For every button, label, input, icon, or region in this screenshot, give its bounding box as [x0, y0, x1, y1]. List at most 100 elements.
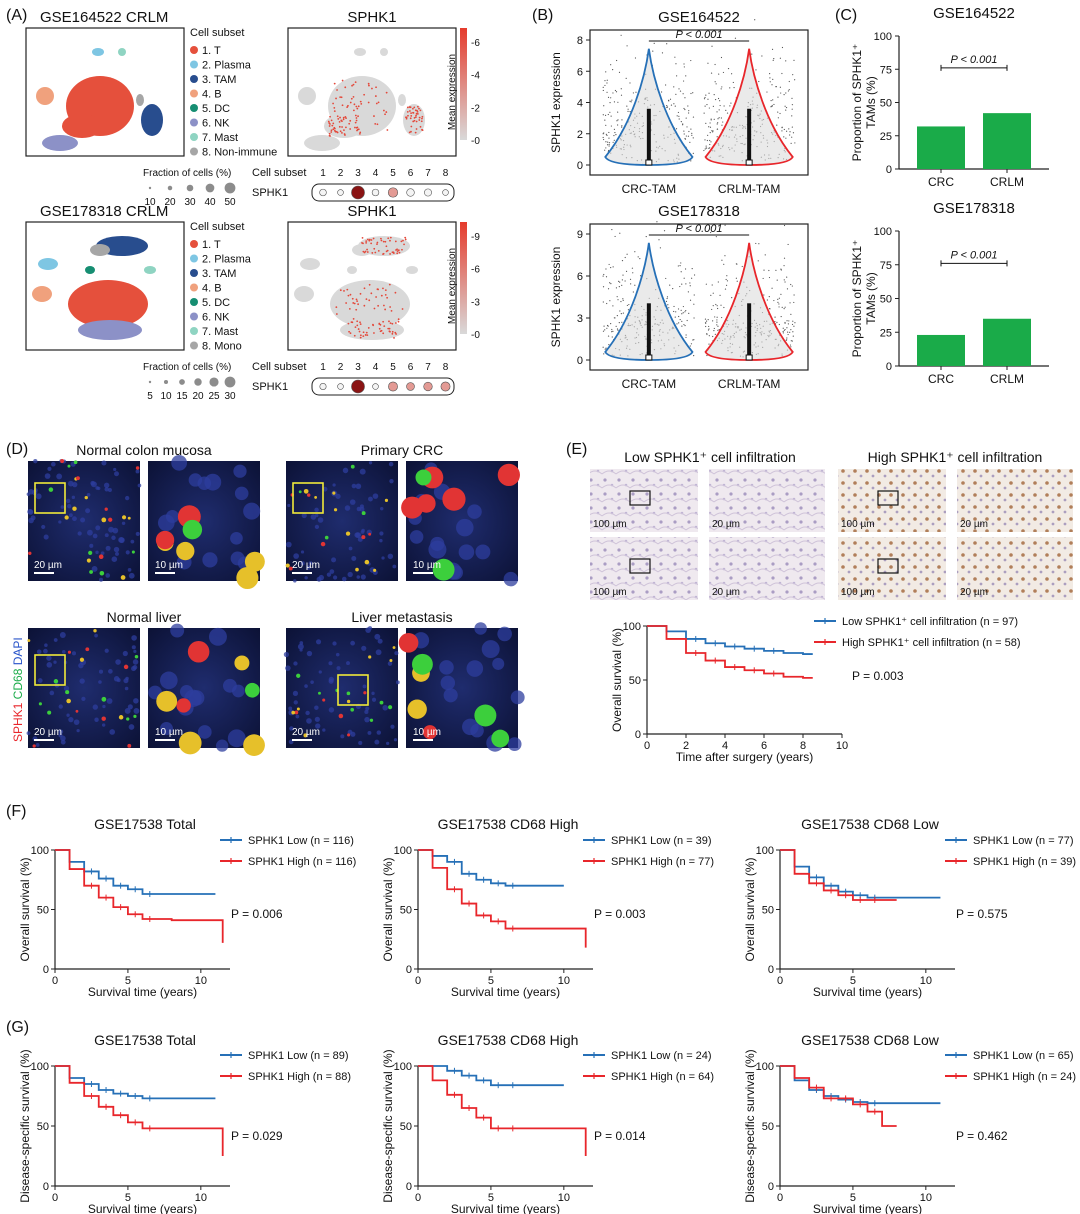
dot-col-label: 2: [338, 362, 344, 373]
p-value: P = 0.003: [594, 907, 646, 921]
group-label: CRC-TAM: [622, 182, 676, 196]
dot-col-label: 1: [320, 168, 326, 179]
ihc-image: [838, 469, 946, 532]
nucleus: [342, 467, 349, 474]
nucleus: [376, 730, 382, 735]
feature-dot: [339, 96, 342, 99]
feature-dot: [365, 331, 368, 334]
jitter-point: [618, 322, 620, 324]
scale-label: 20 µm: [292, 727, 320, 738]
jitter-point: [604, 149, 606, 151]
jitter-point: [758, 243, 760, 245]
stained-cell: [86, 558, 91, 563]
feature-dot: [370, 239, 373, 241]
feature-dot: [360, 102, 363, 105]
nucleus: [101, 460, 107, 466]
feature-dot: [332, 128, 335, 131]
jitter-point: [784, 322, 786, 324]
umap-cluster: [32, 286, 52, 302]
feature-dot: [368, 283, 371, 286]
jitter-point: [720, 117, 722, 119]
jitter-point: [721, 259, 723, 261]
jitter-point: [637, 256, 639, 258]
jitter-point: [715, 83, 717, 85]
stained-cell: [155, 530, 175, 550]
jitter-point: [724, 288, 727, 290]
nucleus: [43, 648, 48, 654]
scale-label: 20 µm: [712, 519, 740, 530]
dot-col-label: 8: [443, 168, 449, 179]
jitter-point: [609, 300, 611, 302]
jitter-point: [677, 111, 680, 114]
feature-dot: [418, 119, 421, 121]
jitter-point: [712, 105, 714, 107]
feature-dot: [398, 251, 401, 254]
jitter-point: [790, 346, 792, 348]
nucleus: [77, 531, 82, 536]
feature-dot: [359, 323, 362, 326]
jitter-point: [645, 235, 647, 238]
jitter-point: [686, 126, 688, 128]
stained-cell: [120, 575, 126, 580]
jitter-point: [673, 103, 675, 105]
jitter-point: [717, 281, 719, 283]
jitter-point: [705, 94, 707, 96]
jitter-point: [787, 323, 789, 325]
dot-cell: [406, 382, 415, 391]
jitter-point: [618, 286, 620, 288]
nucleus: [300, 561, 305, 566]
feature-dot: [374, 251, 377, 254]
jitter-point: [605, 347, 607, 349]
nucleus: [89, 543, 94, 548]
nucleus: [439, 660, 454, 675]
jitter-point: [789, 331, 791, 333]
stained-cell: [118, 715, 124, 720]
ylabel: Overall survival (%): [18, 857, 32, 961]
jitter-point: [785, 60, 787, 62]
jitter-point: [791, 126, 793, 128]
stained-cell: [296, 707, 300, 711]
jitter-point: [710, 141, 712, 143]
umap-cluster: [141, 104, 163, 136]
jitter-point: [710, 118, 712, 120]
feature-dot: [388, 320, 390, 323]
jitter-point: [684, 138, 687, 140]
jitter-point: [607, 335, 610, 337]
jitter-point: [606, 134, 608, 136]
nucleus: [375, 649, 382, 656]
feature-dot: [418, 116, 421, 119]
fraction-dot: [224, 182, 236, 194]
umap-cluster: [38, 258, 58, 270]
legend-item: 2. Plasma: [202, 254, 252, 266]
feature-dot: [368, 299, 371, 302]
xtick-label: 5: [488, 1192, 494, 1204]
jitter-point: [632, 291, 634, 293]
jitter-point: [611, 328, 613, 331]
jitter-point: [614, 235, 616, 238]
nucleus: [115, 659, 121, 665]
legend-dot: [190, 118, 198, 127]
feature-dot: [378, 322, 381, 325]
stained-cell: [285, 563, 290, 568]
jitter-point: [772, 78, 774, 80]
scale-label: 10 µm: [413, 560, 441, 571]
stained-cell: [307, 493, 311, 497]
jitter-point: [712, 320, 714, 322]
nucleus: [374, 633, 381, 640]
stained-cell: [361, 511, 366, 516]
feature-dot: [370, 242, 373, 245]
nucleus: [222, 678, 237, 693]
xtick-label: 10: [195, 1192, 207, 1204]
legend-item: 3. TAM: [202, 268, 236, 280]
jitter-point: [769, 77, 771, 79]
feature-dot: [349, 128, 352, 130]
jitter-point: [713, 94, 715, 96]
nucleus: [336, 666, 341, 671]
jitter-point: [731, 297, 733, 299]
jitter-point: [784, 281, 786, 283]
stained-cell: [75, 476, 80, 481]
nucleus: [115, 551, 119, 556]
jitter-point: [626, 253, 628, 255]
